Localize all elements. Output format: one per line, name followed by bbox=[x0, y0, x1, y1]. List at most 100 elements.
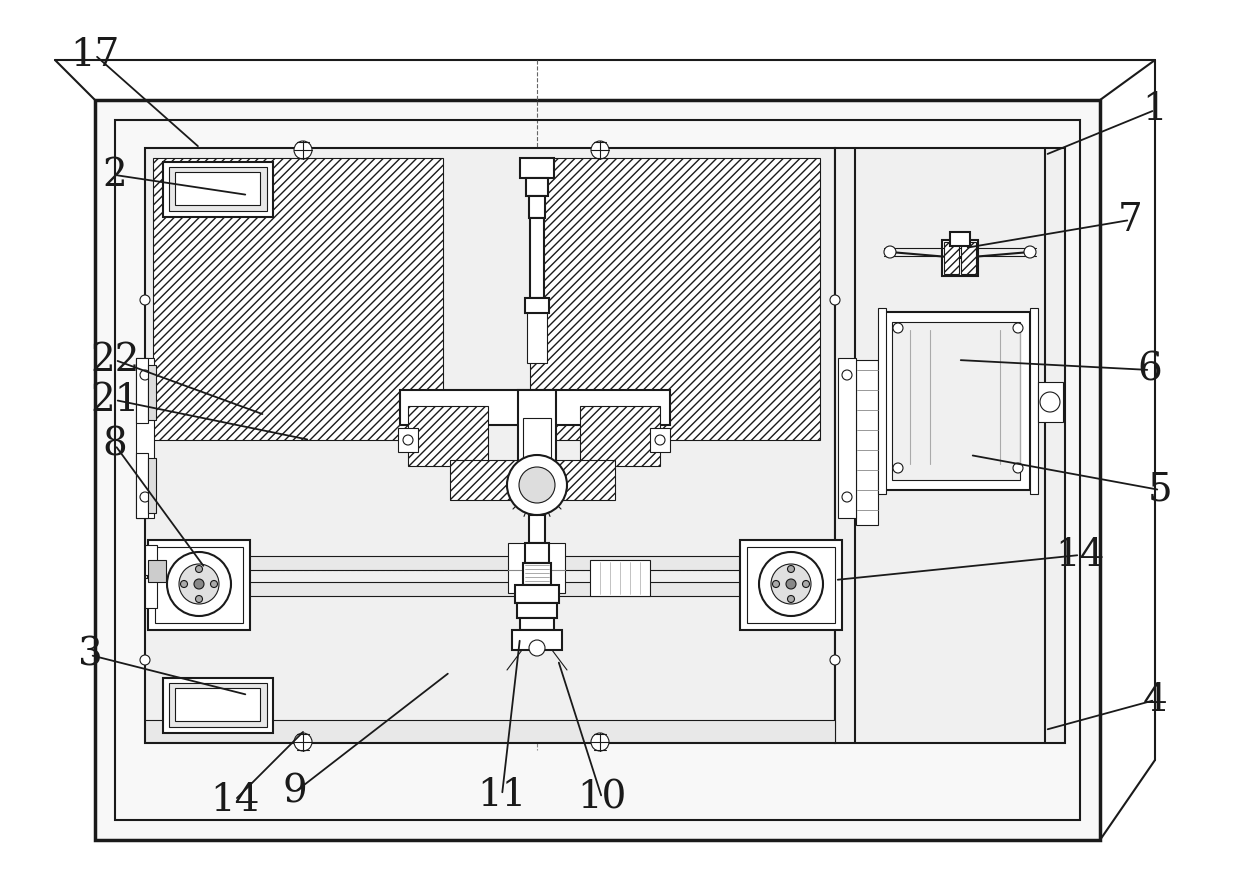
Bar bbox=[145, 148, 835, 743]
Text: 21: 21 bbox=[91, 382, 140, 418]
Bar bbox=[529, 196, 546, 218]
Circle shape bbox=[529, 640, 546, 656]
Circle shape bbox=[140, 655, 150, 665]
Text: 8: 8 bbox=[103, 426, 128, 464]
Bar bbox=[145, 578, 157, 608]
Circle shape bbox=[830, 295, 839, 305]
Circle shape bbox=[893, 463, 903, 473]
Circle shape bbox=[507, 455, 567, 515]
Bar bbox=[523, 418, 551, 466]
Bar bbox=[153, 158, 443, 440]
Circle shape bbox=[842, 370, 852, 380]
Bar bbox=[148, 540, 250, 630]
Circle shape bbox=[759, 552, 823, 616]
Bar bbox=[155, 547, 243, 623]
Circle shape bbox=[1013, 323, 1023, 333]
Bar bbox=[740, 540, 842, 630]
Text: 1: 1 bbox=[1143, 91, 1167, 129]
Text: 14: 14 bbox=[211, 781, 259, 819]
Bar bbox=[518, 390, 556, 466]
Bar bbox=[136, 453, 148, 518]
Circle shape bbox=[196, 596, 202, 602]
Text: 4: 4 bbox=[1142, 681, 1167, 718]
Bar bbox=[525, 543, 549, 563]
Bar bbox=[512, 630, 562, 650]
Circle shape bbox=[884, 246, 897, 258]
Bar bbox=[835, 148, 1065, 743]
Circle shape bbox=[140, 370, 150, 380]
Circle shape bbox=[181, 581, 187, 588]
Circle shape bbox=[787, 566, 795, 573]
Bar bbox=[148, 458, 156, 513]
Circle shape bbox=[1024, 246, 1035, 258]
Bar bbox=[942, 240, 978, 276]
Circle shape bbox=[771, 564, 811, 604]
Bar bbox=[961, 242, 976, 274]
Bar bbox=[145, 545, 157, 575]
Circle shape bbox=[786, 579, 796, 589]
Circle shape bbox=[787, 596, 795, 602]
Circle shape bbox=[1040, 392, 1060, 412]
Text: 10: 10 bbox=[578, 780, 626, 816]
Bar bbox=[175, 688, 260, 721]
Bar bbox=[529, 218, 544, 298]
Circle shape bbox=[193, 579, 205, 589]
Circle shape bbox=[196, 566, 202, 573]
Circle shape bbox=[591, 733, 609, 751]
Bar bbox=[838, 358, 856, 518]
Bar bbox=[520, 618, 554, 630]
Text: 5: 5 bbox=[1148, 472, 1172, 509]
Bar bbox=[650, 428, 670, 452]
Bar bbox=[523, 563, 551, 585]
Bar bbox=[529, 158, 820, 440]
Bar bbox=[408, 406, 489, 466]
Bar bbox=[878, 308, 887, 494]
Text: 6: 6 bbox=[1137, 352, 1162, 389]
Bar bbox=[145, 720, 835, 742]
Bar bbox=[169, 683, 267, 727]
Bar bbox=[892, 322, 1021, 480]
Circle shape bbox=[802, 581, 810, 588]
Text: 22: 22 bbox=[91, 342, 140, 378]
Bar bbox=[180, 556, 839, 570]
Bar bbox=[539, 460, 615, 500]
Circle shape bbox=[167, 552, 231, 616]
Circle shape bbox=[294, 141, 312, 159]
Bar bbox=[398, 428, 418, 452]
Bar bbox=[450, 460, 525, 500]
Circle shape bbox=[842, 492, 852, 502]
Bar bbox=[148, 365, 156, 420]
Text: 7: 7 bbox=[1117, 202, 1142, 239]
Circle shape bbox=[591, 141, 609, 159]
Circle shape bbox=[211, 581, 217, 588]
Bar bbox=[175, 172, 260, 205]
Bar bbox=[115, 120, 1080, 820]
Bar bbox=[526, 178, 548, 196]
Bar bbox=[529, 515, 546, 543]
Circle shape bbox=[655, 435, 665, 445]
Circle shape bbox=[179, 564, 219, 604]
Circle shape bbox=[520, 467, 556, 503]
Text: 17: 17 bbox=[71, 36, 120, 74]
Text: 9: 9 bbox=[283, 773, 308, 811]
Text: 3: 3 bbox=[78, 637, 103, 673]
Bar bbox=[515, 585, 559, 603]
Bar bbox=[944, 242, 959, 274]
Circle shape bbox=[830, 655, 839, 665]
Bar bbox=[95, 100, 1100, 840]
Circle shape bbox=[140, 492, 150, 502]
Bar bbox=[882, 312, 1030, 490]
Circle shape bbox=[294, 733, 312, 751]
Circle shape bbox=[403, 435, 413, 445]
Bar bbox=[746, 547, 835, 623]
Bar bbox=[520, 158, 554, 178]
Bar bbox=[136, 358, 148, 423]
Circle shape bbox=[140, 295, 150, 305]
Bar bbox=[162, 678, 273, 733]
Bar bbox=[148, 560, 166, 582]
Bar bbox=[525, 298, 549, 313]
Text: 2: 2 bbox=[103, 156, 128, 194]
Bar bbox=[1038, 382, 1063, 422]
Bar bbox=[580, 406, 660, 466]
Circle shape bbox=[1013, 463, 1023, 473]
